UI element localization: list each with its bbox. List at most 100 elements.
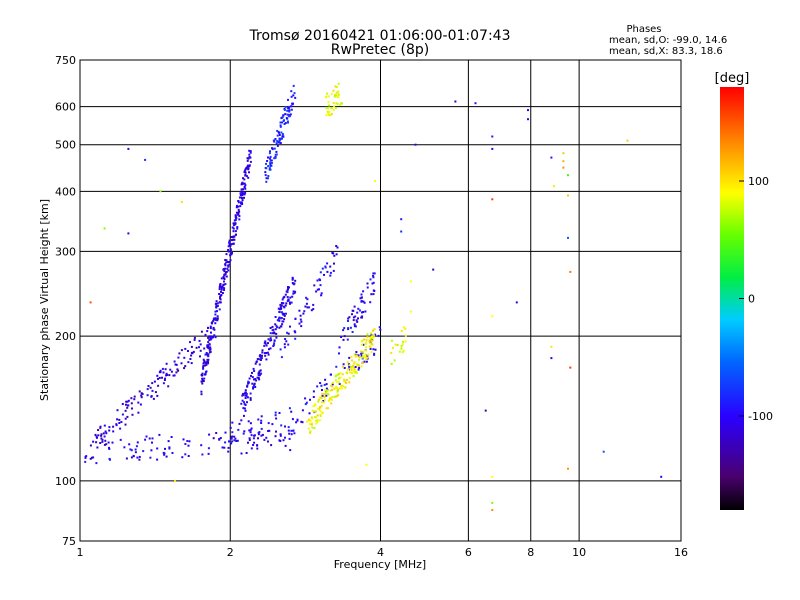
data-point (403, 326, 405, 329)
data-point (357, 364, 360, 367)
data-point (241, 194, 244, 197)
data-point (294, 317, 297, 320)
data-point (260, 357, 263, 360)
data-point (345, 379, 348, 381)
data-point (182, 438, 185, 441)
data-point (321, 412, 324, 415)
data-point (243, 178, 246, 181)
y-tick-label: 750 (55, 54, 76, 67)
data-point (231, 243, 234, 245)
data-point (173, 374, 176, 377)
data-point (364, 356, 367, 359)
data-point (269, 163, 272, 166)
data-point (121, 403, 124, 405)
data-point (364, 358, 367, 361)
data-point (268, 429, 271, 432)
data-point (264, 342, 267, 345)
data-point (567, 194, 569, 197)
data-point (274, 328, 277, 331)
data-point (278, 326, 281, 329)
data-point (258, 431, 261, 434)
data-point (168, 447, 171, 450)
data-point (353, 361, 356, 364)
data-point (282, 135, 285, 138)
data-point (125, 400, 128, 403)
data-point (365, 346, 368, 349)
data-point (127, 147, 130, 150)
data-point (151, 437, 154, 440)
data-point (347, 327, 350, 330)
data-point (454, 100, 457, 103)
data-point (126, 406, 129, 409)
data-point (119, 427, 122, 430)
data-point (142, 450, 145, 453)
data-point (391, 339, 393, 342)
data-point (267, 422, 270, 425)
data-point (280, 131, 283, 134)
data-point (333, 95, 336, 98)
data-point (249, 398, 252, 401)
data-point (361, 344, 364, 347)
data-point (275, 153, 278, 156)
data-point (261, 354, 263, 357)
data-point (278, 439, 281, 442)
data-point (329, 271, 332, 274)
data-point (258, 370, 261, 373)
data-point (108, 448, 111, 450)
data-point (270, 162, 273, 164)
data-point (256, 358, 259, 360)
data-point (293, 283, 296, 286)
data-point (236, 204, 238, 207)
data-point (335, 86, 338, 89)
data-point (287, 332, 290, 335)
data-point (337, 90, 340, 93)
data-point (248, 429, 251, 432)
data-point (104, 430, 107, 433)
data-point (314, 404, 317, 407)
data-point (206, 330, 209, 333)
data-point (290, 90, 293, 93)
phase-stats-o: mean, sd,O: -99.0, 14.6 (609, 35, 727, 46)
data-point (243, 401, 245, 404)
data-point (237, 200, 240, 202)
data-point (174, 363, 177, 366)
data-point (180, 349, 183, 352)
data-point (336, 389, 339, 391)
data-point (284, 436, 286, 439)
data-point (279, 125, 282, 128)
data-point (136, 441, 139, 444)
data-point (293, 330, 296, 333)
data-point (101, 440, 104, 443)
data-point (404, 340, 407, 343)
data-point (355, 370, 358, 373)
data-point (284, 444, 287, 447)
data-point (276, 140, 279, 143)
data-point (200, 330, 203, 333)
data-point (276, 129, 279, 132)
data-point (333, 395, 336, 398)
data-point (316, 421, 319, 424)
data-point (228, 263, 231, 266)
data-point (208, 343, 211, 346)
data-point (271, 325, 274, 328)
data-point (562, 152, 565, 155)
data-point (287, 429, 290, 432)
data-point (100, 433, 103, 436)
data-point (271, 329, 274, 332)
data-point (304, 403, 307, 406)
data-point (327, 101, 330, 104)
data-point (138, 455, 141, 458)
data-point (373, 272, 376, 275)
data-point (193, 336, 196, 339)
data-point (220, 277, 223, 280)
data-point (204, 333, 207, 336)
data-point (107, 441, 110, 444)
data-point (325, 407, 328, 410)
data-point (360, 350, 362, 353)
data-point (287, 287, 290, 290)
data-point (331, 396, 334, 399)
data-point (390, 351, 393, 354)
data-point (289, 113, 292, 116)
data-point (136, 456, 139, 459)
data-point (214, 313, 217, 316)
